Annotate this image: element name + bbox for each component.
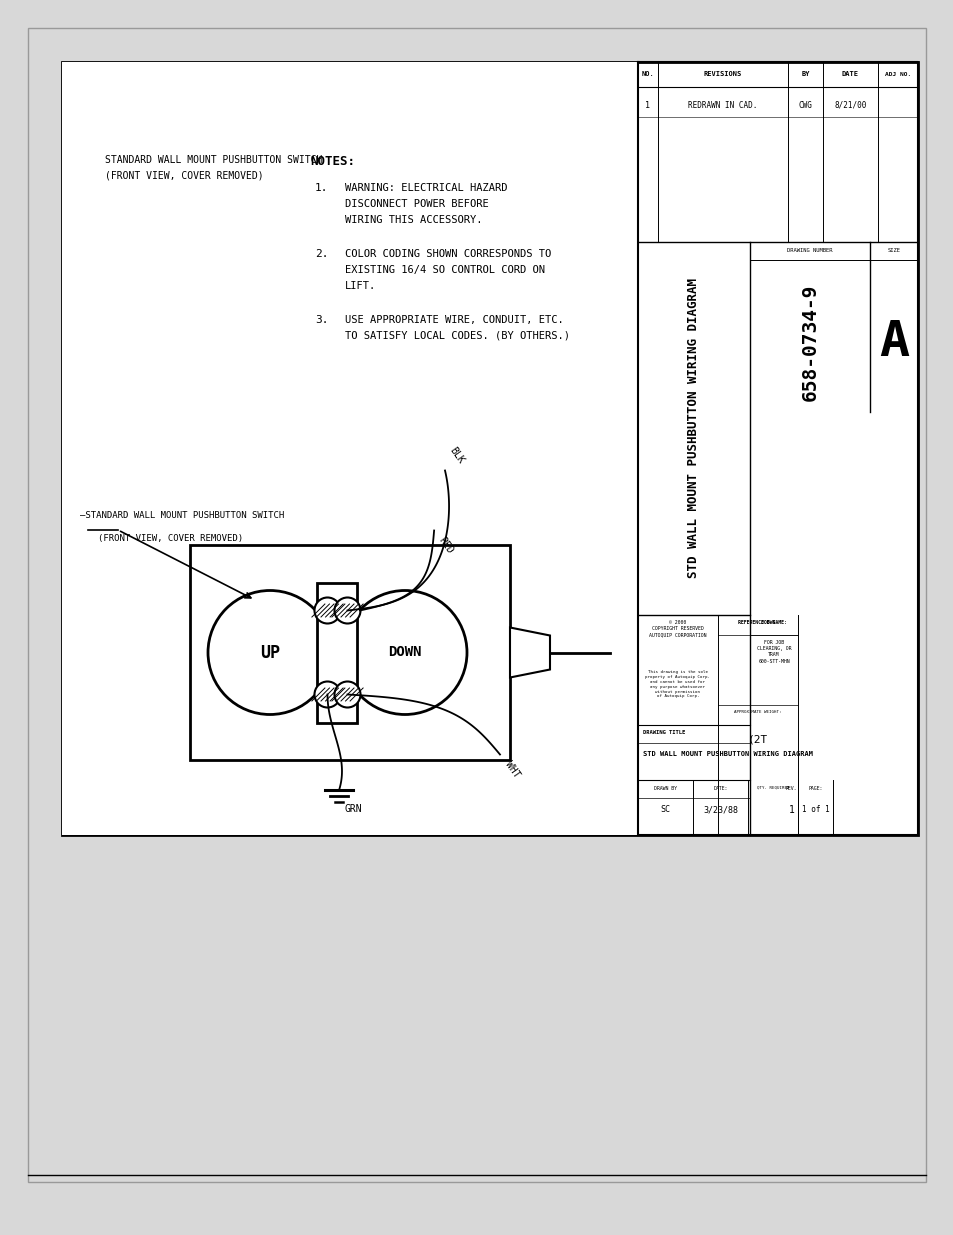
Text: PAGE:: PAGE: — [807, 785, 821, 790]
Text: 1 of 1: 1 of 1 — [801, 805, 828, 815]
Text: REFERENCE DWG.: REFERENCE DWG. — [737, 620, 778, 625]
Text: EXISTING 16/4 SO CONTROL CORD ON: EXISTING 16/4 SO CONTROL CORD ON — [345, 266, 544, 275]
Polygon shape — [317, 583, 357, 722]
Text: WHT: WHT — [502, 760, 520, 779]
Text: DRAWING TITLE: DRAWING TITLE — [642, 730, 684, 736]
Text: 3.: 3. — [314, 315, 328, 325]
Text: BLK: BLK — [448, 446, 466, 466]
Text: A: A — [878, 317, 908, 366]
Text: TO SATISFY LOCAL CODES. (BY OTHERS.): TO SATISFY LOCAL CODES. (BY OTHERS.) — [345, 331, 569, 341]
Text: DRAWING NUMBER: DRAWING NUMBER — [786, 248, 832, 253]
Text: NOTES:: NOTES: — [310, 156, 355, 168]
Text: 1: 1 — [645, 100, 650, 110]
Polygon shape — [62, 62, 638, 835]
Text: GRN: GRN — [344, 804, 361, 814]
Text: SC: SC — [659, 805, 670, 815]
Text: FOR JOB
CLEARING, OR
TRAM
600-STT-MHN: FOR JOB CLEARING, OR TRAM 600-STT-MHN — [756, 640, 790, 663]
Text: (FRONT VIEW, COVER REMOVED): (FRONT VIEW, COVER REMOVED) — [105, 170, 263, 182]
Text: STD WALL MOUNT PUSHBUTTON WIRING DIAGRAM: STD WALL MOUNT PUSHBUTTON WIRING DIAGRAM — [642, 751, 812, 757]
Text: RED: RED — [436, 536, 455, 556]
Circle shape — [314, 682, 340, 708]
Text: USE APPROPRIATE WIRE, CONDUIT, ETC.: USE APPROPRIATE WIRE, CONDUIT, ETC. — [345, 315, 563, 325]
Text: WARNING: ELECTRICAL HAZARD: WARNING: ELECTRICAL HAZARD — [345, 183, 507, 193]
Text: REV.: REV. — [785, 785, 797, 790]
Text: 658-0734-9: 658-0734-9 — [800, 283, 819, 400]
Circle shape — [343, 590, 467, 715]
Text: JOB NAME:: JOB NAME: — [760, 620, 786, 625]
Polygon shape — [510, 627, 550, 678]
Text: COLOR CODING SHOWN CORRESPONDS TO: COLOR CODING SHOWN CORRESPONDS TO — [345, 249, 551, 259]
Text: DRAWN BY: DRAWN BY — [654, 785, 677, 790]
Polygon shape — [190, 545, 510, 760]
Text: © 2000
COPYRIGHT RESERVED
AUTOQUIP CORPORATION: © 2000 COPYRIGHT RESERVED AUTOQUIP CORPO… — [649, 620, 706, 637]
Text: (2T: (2T — [747, 735, 767, 745]
Text: BY: BY — [801, 72, 809, 78]
Text: DOWN: DOWN — [388, 646, 421, 659]
Text: WIRING THIS ACCESSORY.: WIRING THIS ACCESSORY. — [345, 215, 482, 225]
Text: This drawing is the sole
property of Autoquip Corp.
and cannot be used for
any p: This drawing is the sole property of Aut… — [645, 671, 710, 699]
Circle shape — [335, 682, 360, 708]
Text: STANDARD WALL MOUNT PUSHBUTTON SWITCH: STANDARD WALL MOUNT PUSHBUTTON SWITCH — [105, 156, 322, 165]
Circle shape — [208, 590, 332, 715]
Text: CWG: CWG — [798, 100, 812, 110]
Text: ADJ NO.: ADJ NO. — [884, 72, 910, 77]
Text: (FRONT VIEW, COVER REMOVED): (FRONT VIEW, COVER REMOVED) — [98, 534, 243, 543]
Text: UP: UP — [260, 643, 280, 662]
Text: DISCONNECT POWER BEFORE: DISCONNECT POWER BEFORE — [345, 199, 488, 209]
Text: 1.: 1. — [314, 183, 328, 193]
Text: STD WALL MOUNT PUSHBUTTON WIRING DIAGRAM: STD WALL MOUNT PUSHBUTTON WIRING DIAGRAM — [687, 279, 700, 578]
Circle shape — [314, 598, 340, 624]
Text: 1: 1 — [788, 805, 794, 815]
Polygon shape — [62, 62, 917, 835]
Text: DATE: DATE — [841, 72, 858, 78]
Text: REDRAWN IN CAD.: REDRAWN IN CAD. — [688, 100, 757, 110]
Text: 8/21/00: 8/21/00 — [834, 100, 865, 110]
Circle shape — [335, 598, 360, 624]
Text: 2.: 2. — [314, 249, 328, 259]
Text: 3/23/88: 3/23/88 — [702, 805, 738, 815]
Text: LIFT.: LIFT. — [345, 282, 375, 291]
Text: NO.: NO. — [641, 72, 654, 78]
Text: —STANDARD WALL MOUNT PUSHBUTTON SWITCH: —STANDARD WALL MOUNT PUSHBUTTON SWITCH — [80, 511, 284, 520]
Text: APPROXIMATE WEIGHT:: APPROXIMATE WEIGHT: — [734, 710, 781, 714]
Text: REVISIONS: REVISIONS — [703, 72, 741, 78]
Text: DATE:: DATE: — [713, 785, 727, 790]
Text: QTY. REQUIRED: QTY. REQUIRED — [756, 785, 788, 790]
Text: SIZE: SIZE — [886, 248, 900, 253]
